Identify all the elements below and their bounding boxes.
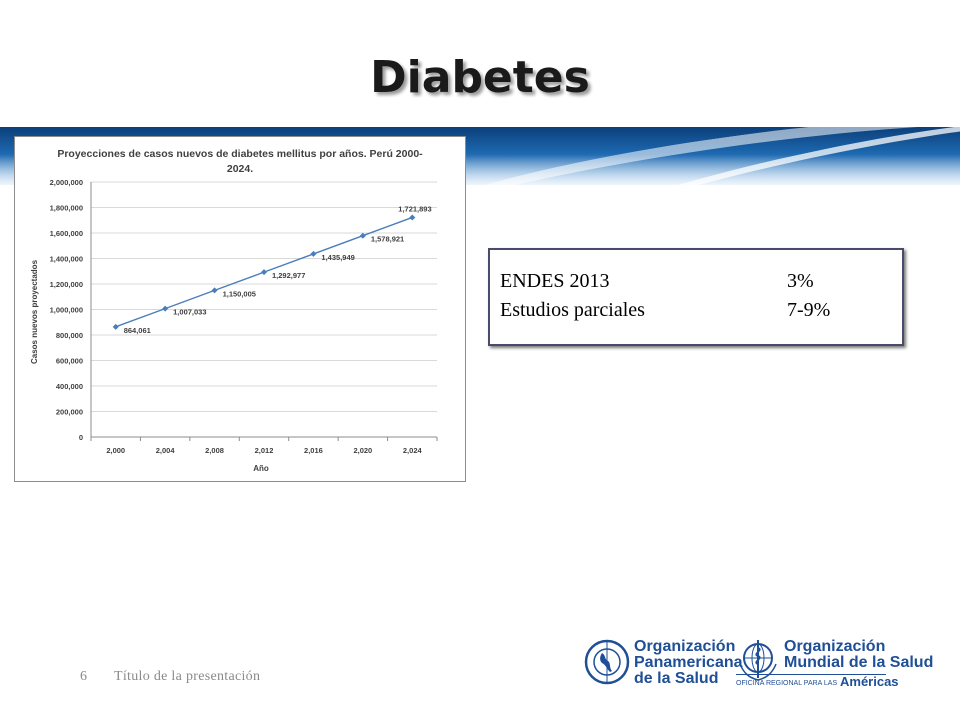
y-tick-label: 1,400,000 xyxy=(50,255,83,264)
data-label: 1,150,005 xyxy=(223,289,256,298)
prevalence-box: ENDES 2013 3% Estudios parciales 7-9% xyxy=(488,248,904,346)
data-point xyxy=(211,287,218,294)
x-tick-label: 2,004 xyxy=(156,446,176,455)
series-layer: 864,061 1,007,033 1,150,005 1,292,977 1,435,… xyxy=(112,204,432,335)
y-tick-label: 200,000 xyxy=(56,408,83,417)
y-tick-label: 0 xyxy=(79,433,83,442)
y-tick-label: 400,000 xyxy=(56,382,83,391)
who-region-big: Américas xyxy=(840,674,899,689)
data-point xyxy=(162,305,169,312)
data-point xyxy=(261,269,267,276)
data-label: 1,578,921 xyxy=(371,235,404,244)
line-chart: Proyecciones de casos nuevos de diabetes… xyxy=(14,136,466,482)
data-point xyxy=(359,232,366,239)
paho-logo: Organización Panamericana de la Salud xyxy=(584,636,743,688)
data-label: 1,721,893 xyxy=(398,204,431,213)
y-tick-labels: 0 200,000 400,000 600,000 800,000 1,000,000 1,… xyxy=(50,178,83,442)
y-tick-label: 1,600,000 xyxy=(50,229,83,238)
y-tick-label: 600,000 xyxy=(56,357,83,366)
who-region-small: OFICINA REGIONAL PARA LAS xyxy=(736,680,838,687)
paho-name-line-3: de la Salud xyxy=(634,670,719,687)
data-point xyxy=(409,214,416,221)
paho-emblem-icon xyxy=(584,639,630,685)
x-tick-label: 2,024 xyxy=(403,446,423,455)
who-emblem-icon xyxy=(739,640,777,681)
data-label: 864,061 xyxy=(124,326,151,335)
paho-name-line-2: Panamericana xyxy=(634,654,743,671)
y-tick-label: 1,800,000 xyxy=(50,204,83,213)
x-tick-label: 2,008 xyxy=(205,446,224,455)
chart-title-line-1: Proyecciones de casos nuevos de diabetes… xyxy=(57,148,423,160)
x-axis-label: Año xyxy=(253,464,269,473)
x-tick-labels: 2,000 2,004 2,008 2,012 2,016 2,020 2,024 xyxy=(106,446,422,455)
who-logo: Organización Mundial de la Salud OFICINA… xyxy=(736,636,933,692)
data-label: 1,007,033 xyxy=(173,308,206,317)
chart-gridlines xyxy=(90,181,438,441)
who-name-line-1: Organización xyxy=(784,638,886,655)
chart-title-line-2: 2024. xyxy=(227,163,253,175)
slide-number: 6 xyxy=(80,669,87,684)
info-label: ENDES 2013 xyxy=(500,270,610,292)
info-value: 3% xyxy=(787,270,814,292)
y-axis-label: Casos nuevos proyectados xyxy=(30,259,39,364)
y-tick-label: 1,200,000 xyxy=(50,280,83,289)
paho-name-line-1: Organización xyxy=(634,638,736,655)
data-point xyxy=(112,323,119,330)
x-tick-label: 2,012 xyxy=(255,446,274,455)
who-name-line-2: Mundial de la Salud xyxy=(784,654,934,671)
y-tick-label: 2,000,000 xyxy=(50,178,83,187)
chart-canvas: Proyecciones de casos nuevos de diabetes… xyxy=(30,148,438,473)
info-label: Estudios parciales xyxy=(500,299,645,321)
info-value: 7-9% xyxy=(787,299,831,321)
y-tick-label: 1,000,000 xyxy=(50,306,83,315)
slide-title: Diabetes xyxy=(370,52,590,103)
y-tick-label: 800,000 xyxy=(56,331,83,340)
data-label: 1,292,977 xyxy=(272,271,305,280)
data-label: 1,435,949 xyxy=(321,253,354,262)
x-tick-label: 2,016 xyxy=(304,446,323,455)
data-point xyxy=(310,250,317,257)
x-tick-label: 2,020 xyxy=(353,446,372,455)
footer-title: Título de la presentación xyxy=(114,669,261,684)
x-tick-label: 2,000 xyxy=(106,446,125,455)
